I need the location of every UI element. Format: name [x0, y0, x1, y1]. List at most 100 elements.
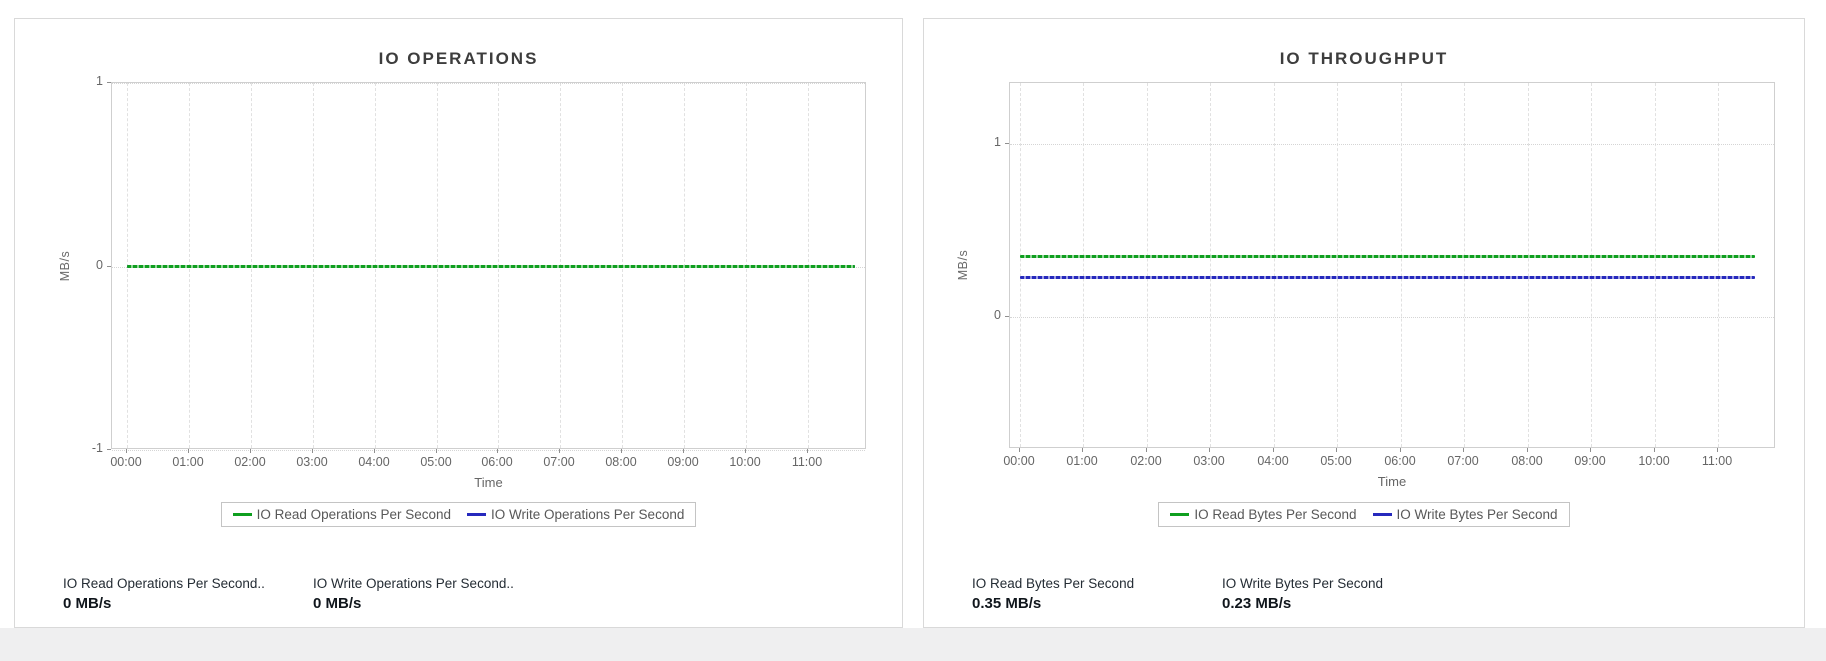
legend-swatch-icon: [467, 513, 486, 516]
legend-item[interactable]: IO Write Operations Per Second: [467, 507, 684, 522]
x-tick-label: 09:00: [1574, 454, 1606, 468]
x-tick-label: 03:00: [1193, 454, 1225, 468]
x-tick-label: 05:00: [420, 455, 452, 469]
x-tick-label: 06:00: [481, 455, 513, 469]
page-bottom-strip: [0, 628, 1826, 661]
y-gridline: [1010, 144, 1774, 145]
x-axis-label: Time: [474, 475, 503, 490]
x-tick-label: 06:00: [1384, 454, 1416, 468]
x-axis-tick: [1400, 448, 1401, 452]
x-tick-label: 07:00: [1447, 454, 1479, 468]
y-gridline: [1010, 317, 1774, 318]
stats-row: IO Read Bytes Per Second 0.35 MB/s IO Writ…: [924, 576, 1804, 620]
x-gridline: [1401, 83, 1402, 447]
x-tick-label: 08:00: [1511, 454, 1543, 468]
y-axis-tick: [107, 266, 111, 267]
legend-item[interactable]: IO Read Bytes Per Second: [1170, 507, 1357, 522]
stat-value: 0.23 MB/s: [1222, 595, 1292, 612]
x-axis-tick: [621, 449, 622, 453]
x-gridline: [1528, 83, 1529, 447]
x-axis-tick: [250, 449, 251, 453]
x-axis-tick: [1527, 448, 1528, 452]
x-gridline: [1020, 83, 1021, 447]
x-gridline: [1464, 83, 1465, 447]
x-axis-tick: [1336, 448, 1337, 452]
x-axis-tick: [1654, 448, 1655, 452]
x-axis-label: Time: [1377, 474, 1407, 489]
stat-value: 0 MB/s: [313, 595, 362, 612]
legend-label: IO Read Operations Per Second: [256, 507, 451, 522]
series-line: [127, 265, 855, 268]
y-tick-label: 1: [994, 135, 1001, 149]
x-tick-label: 05:00: [1320, 454, 1352, 468]
stat-label: IO Write Operations Per Second..: [313, 576, 514, 591]
x-axis-tick: [374, 449, 375, 453]
x-axis-tick: [312, 449, 313, 453]
series-line: [1020, 275, 1755, 279]
chart-card-io-operations: IO OPERATIONS MB/s Time IO Read Operatio…: [14, 18, 903, 628]
x-gridline: [1147, 83, 1148, 447]
legend-box: IO Read Operations Per Second IO Write Op…: [220, 502, 697, 527]
y-axis-tick: [1005, 316, 1009, 317]
x-tick-label: 00:00: [1003, 454, 1035, 468]
x-gridline: [1083, 83, 1084, 447]
x-axis-tick: [497, 449, 498, 453]
x-tick-label: 02:00: [234, 455, 266, 469]
x-gridline: [1337, 83, 1338, 447]
x-tick-label: 04:00: [358, 455, 390, 469]
y-tick-label: 1: [96, 74, 103, 88]
y-axis-tick: [107, 449, 111, 450]
x-tick-label: 11:00: [791, 455, 823, 469]
legend-item[interactable]: IO Write Bytes Per Second: [1372, 507, 1558, 522]
stat-label: IO Write Bytes Per Second: [1222, 576, 1384, 591]
y-gridline: [112, 450, 865, 451]
x-tick-label: 01:00: [172, 455, 204, 469]
y-tick-label: 0: [994, 308, 1001, 322]
chart-card-io-throughput: IO THROUGHPUT MB/s Time IO Read Bytes Pe…: [923, 18, 1805, 628]
stat-label: IO Read Bytes Per Second: [972, 576, 1135, 591]
y-axis-tick: [107, 82, 111, 83]
x-axis-tick: [1717, 448, 1718, 452]
x-tick-label: 10:00: [729, 455, 761, 469]
y-tick-label: -1: [91, 441, 103, 455]
x-tick-label: 03:00: [296, 455, 328, 469]
legend-box: IO Read Bytes Per Second IO Write Bytes P…: [1158, 502, 1570, 527]
x-axis-tick: [683, 449, 684, 453]
x-axis-tick: [1590, 448, 1591, 452]
stats-row: IO Read Operations Per Second.. 0 MB/s IO …: [15, 576, 902, 620]
x-tick-label: 00:00: [110, 455, 142, 469]
x-axis-tick: [1463, 448, 1464, 452]
x-tick-label: 04:00: [1257, 454, 1289, 468]
x-tick-label: 10:00: [1638, 454, 1670, 468]
x-tick-label: 08:00: [605, 455, 637, 469]
legend-swatch-icon: [1372, 513, 1392, 516]
stat-value: 0.35 MB/s: [972, 595, 1042, 612]
x-tick-label: 09:00: [667, 455, 699, 469]
stat-item: IO Read Bytes Per Second 0.35 MB/s: [972, 576, 1134, 612]
series-line: [1020, 254, 1755, 258]
x-axis-tick: [1082, 448, 1083, 452]
x-tick-label: 01:00: [1066, 454, 1098, 468]
y-axis-tick: [1005, 143, 1009, 144]
x-axis-tick: [807, 449, 808, 453]
legend-item[interactable]: IO Read Operations Per Second: [232, 507, 451, 522]
x-tick-label: 02:00: [1130, 454, 1162, 468]
legend: IO Read Bytes Per Second IO Write Bytes P…: [924, 502, 1804, 527]
legend-label: IO Write Operations Per Second: [491, 507, 685, 522]
x-tick-label: 11:00: [1701, 454, 1733, 468]
plot-area[interactable]: [111, 82, 866, 451]
plot-area[interactable]: [1009, 82, 1775, 448]
x-tick-label: 07:00: [543, 455, 575, 469]
stat-label: IO Read Operations Per Second..: [63, 576, 265, 591]
x-gridline: [1591, 83, 1592, 447]
y-gridline: [112, 83, 865, 84]
legend-swatch-icon: [1170, 513, 1190, 516]
stat-value: 0 MB/s: [63, 595, 112, 612]
chart-title: IO OPERATIONS: [378, 49, 539, 68]
stat-item: IO Write Operations Per Second.. 0 MB/s: [313, 576, 514, 612]
y-tick-label: 0: [96, 258, 103, 272]
x-gridline: [1655, 83, 1656, 447]
y-axis-label: MB/s: [956, 249, 970, 281]
legend-label: IO Write Bytes Per Second: [1396, 507, 1558, 522]
x-gridline: [1718, 83, 1719, 447]
